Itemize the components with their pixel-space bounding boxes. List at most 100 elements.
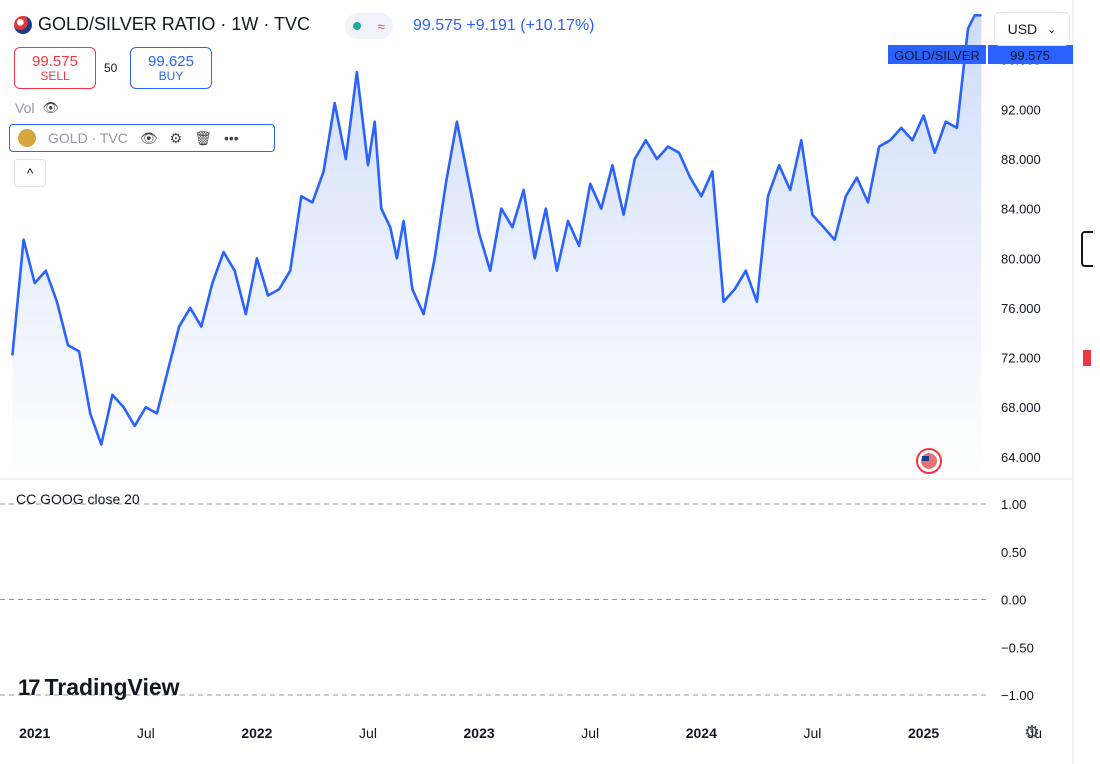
series-points [11,14,982,446]
data-point [956,127,958,129]
data-point [845,195,847,197]
x-axis: 2021 Jul 2022 Jul 2023 Jul 2024 Jul 2025 Ju [19,725,1042,741]
data-point [911,139,914,141]
price-change-pct: (+10.17%) [520,17,595,34]
x-tick-label: 2023 [464,725,495,741]
sub-y-tick-label: −0.50 [1001,640,1034,655]
data-point [511,226,513,228]
data-point [823,226,825,228]
chevron-up-icon: ^ [26,165,34,181]
y-tick-label: 68.000 [1001,400,1041,415]
badge-symbol: GOLD/SILVER [894,48,980,63]
x-tick-label: 2024 [686,725,717,741]
sub-y-tick-label: 0.00 [1001,593,1026,608]
last-price: 99.575 [413,17,462,34]
symbol-title[interactable]: GOLD/SILVER RATIO · 1W · TVC [14,14,310,35]
data-point [567,220,569,222]
data-point [667,146,669,148]
data-point [900,127,902,129]
data-point [867,201,869,203]
data-point [656,158,658,160]
data-point [78,350,80,352]
sell-label: SELL [40,68,70,83]
symbol-title-text: GOLD/SILVER RATIO · 1W · TVC [38,14,311,34]
eye-icon[interactable]: 👁 [42,100,59,115]
data-point [745,270,747,272]
market-open-dot-icon [353,22,362,30]
data-point [423,313,425,315]
data-point [689,177,691,179]
data-point [923,114,925,117]
more-icon[interactable]: ••• [224,130,239,146]
data-point [189,307,191,309]
data-point [267,294,269,297]
sub-panel-grid: 1.00 0.50 0.00 −0.50 −1.00 [0,497,1034,703]
data-point [834,239,836,241]
data-point [945,121,947,123]
data-point [380,208,382,210]
trash-icon[interactable]: 🗑 [194,129,212,146]
y-tick-label: 84.000 [1001,202,1041,217]
data-point [456,121,458,123]
eye-icon[interactable]: 👁 [139,129,158,146]
area-fill [12,15,982,479]
data-point [300,195,302,197]
data-point [374,121,376,123]
data-point [23,239,25,241]
currency-select[interactable]: USD ⌄ [994,12,1070,46]
data-point [345,158,347,160]
data-point [700,195,702,197]
data-point [396,257,398,259]
data-point [545,208,547,210]
data-point [34,282,36,284]
x-tick-label: Ju [1027,725,1042,741]
collapse-legend-button[interactable]: ^ [14,159,46,187]
data-point [534,257,536,259]
side-panel-handle[interactable] [1081,231,1093,267]
data-point [556,270,558,272]
status-glyph: ≈ [377,18,385,34]
tradingview-logo[interactable]: 17 TradingView [18,674,180,701]
data-point [11,354,13,356]
sub-y-tick-label: −1.00 [1001,688,1034,703]
sub-panel-title[interactable]: CC GOOG close 20 [16,491,140,507]
y-tick-label: 72.000 [1001,351,1041,366]
buy-label: BUY [158,68,184,83]
data-point [278,288,280,290]
data-point [789,189,791,191]
market-status-pill[interactable]: ≈ [345,13,393,39]
price-change-info: 99.575 +9.191 (+10.17%) [413,17,595,35]
data-point [478,232,480,234]
chevron-down-icon: ⌄ [1047,23,1057,36]
volume-label: Vol [15,100,35,116]
data-point [223,251,225,253]
sell-button[interactable]: 99.575 SELL [14,47,96,89]
y-tick-label: 88.000 [1001,152,1041,167]
sub-y-tick-label: 1.00 [1001,497,1026,512]
data-point [67,344,69,346]
us-flag-marker-icon[interactable] [916,448,942,474]
gold-silver-badge: GOLD/SILVER 99.575 [888,45,1073,64]
x-tick-label: Jul [803,725,821,741]
sell-price: 99.575 [32,52,78,70]
data-point [145,406,147,408]
data-point [200,326,202,328]
data-point [134,425,136,427]
data-point [445,183,447,185]
gear-icon[interactable]: ⚙ [1023,721,1041,742]
data-point [500,208,502,210]
data-point [711,170,714,172]
data-point [980,14,982,16]
gold-compare-legend[interactable]: GOLD · TVC 👁 ⚙ 🗑 ••• [9,124,275,152]
volume-legend[interactable]: Vol 👁 [15,100,59,116]
price-change: +9.191 [466,17,516,34]
x-tick-label: 2021 [19,725,50,741]
data-point [245,313,247,315]
tradingview-logo-icon: 17 [18,674,41,700]
data-point [411,288,413,290]
data-point [256,257,258,259]
buy-button[interactable]: 99.625 BUY [130,47,212,89]
settings-icon[interactable]: ⚙ [169,129,183,146]
data-point [600,208,602,210]
